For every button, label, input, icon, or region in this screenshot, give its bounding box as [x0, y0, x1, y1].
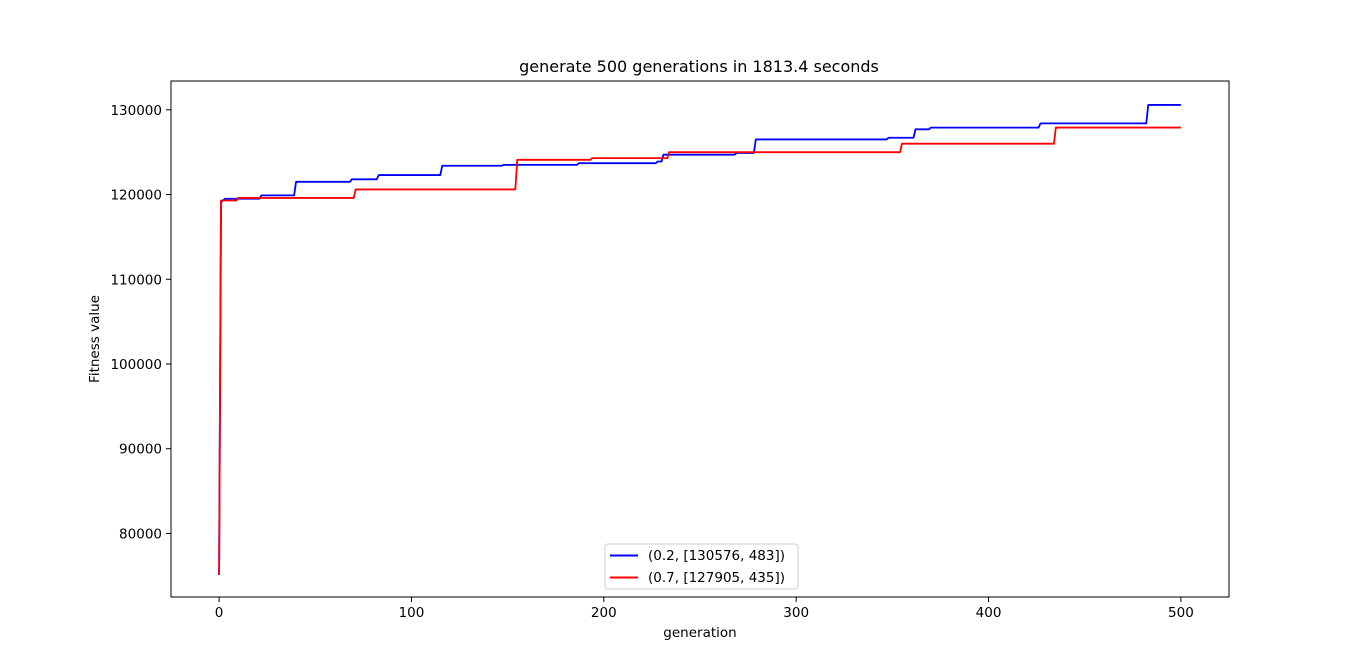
plot-area	[170, 80, 1230, 598]
x-tick-label: 400	[976, 605, 1002, 621]
legend-box	[604, 543, 799, 590]
y-tick-label: 130000	[110, 103, 162, 119]
x-tick-label: 300	[783, 605, 809, 621]
series-line-2	[218, 126, 1181, 575]
x-tick-label: 100	[399, 605, 425, 621]
x-axis-label: generation	[663, 625, 736, 641]
y-tick-label: 120000	[110, 188, 162, 204]
x-axis-ticks: 0 100 200 300 400 500	[215, 597, 1194, 621]
y-axis-label: Fitness value	[87, 295, 103, 383]
legend-label-series-1: (0.2, [130576, 483])	[648, 548, 785, 564]
legend-label-series-2: (0.7, [127905, 435])	[648, 570, 785, 586]
x-tick-label: 0	[215, 605, 224, 621]
chart-title: generate 500 generations in 1813.4 secon…	[519, 57, 879, 76]
x-tick-label: 500	[1168, 605, 1194, 621]
y-tick-label: 80000	[119, 526, 162, 542]
y-tick-label: 110000	[110, 272, 162, 288]
series-line-1	[218, 104, 1181, 575]
y-axis-ticks: 80000 90000 100000 110000 120000 130000	[110, 103, 171, 542]
axes-frame	[170, 80, 1230, 598]
legend: (0.2, [130576, 483]) (0.7, [127905, 435]…	[604, 543, 799, 590]
series-layer	[218, 104, 1181, 575]
x-tick-label: 200	[591, 605, 617, 621]
y-tick-label: 90000	[119, 442, 162, 458]
y-tick-label: 100000	[110, 357, 162, 373]
